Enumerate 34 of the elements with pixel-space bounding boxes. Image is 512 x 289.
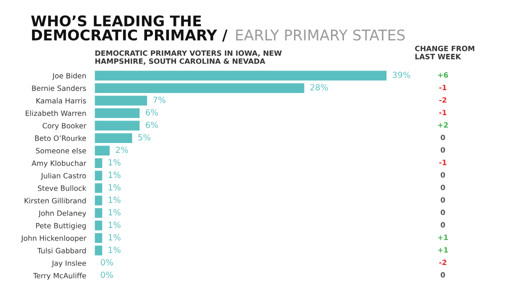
data-label: 5% bbox=[138, 134, 150, 140]
data-label: 0% bbox=[100, 259, 114, 266]
bar bbox=[94, 158, 102, 168]
bar bbox=[94, 208, 102, 218]
bar bbox=[94, 220, 102, 230]
data-label: 1% bbox=[108, 196, 121, 203]
chart-subtitle: EARLY PRIMARY STATES bbox=[236, 29, 405, 41]
data-label: 39% bbox=[392, 72, 410, 78]
bar bbox=[94, 233, 102, 243]
data-label: 1% bbox=[108, 209, 121, 216]
data-label: 1% bbox=[108, 234, 121, 240]
data-label: 1% bbox=[108, 246, 121, 253]
data-label: 1% bbox=[108, 222, 121, 228]
bar bbox=[94, 108, 140, 118]
bar bbox=[94, 96, 148, 106]
bar bbox=[94, 83, 304, 93]
data-label: 28% bbox=[310, 84, 328, 91]
bar bbox=[94, 70, 387, 80]
chart-title: WHO’S LEADING THE DEMOCRATIC PRIMARY / bbox=[31, 15, 228, 42]
bar bbox=[94, 246, 102, 256]
data-label: 1% bbox=[108, 184, 121, 190]
bar bbox=[94, 196, 102, 206]
bar bbox=[94, 133, 132, 143]
data-label: 7% bbox=[153, 96, 166, 104]
data-label: 1% bbox=[108, 172, 121, 178]
data-label: 2% bbox=[116, 146, 128, 153]
data-label: 1% bbox=[108, 159, 121, 166]
bar bbox=[94, 170, 102, 180]
bar bbox=[94, 183, 102, 193]
data-label: 6% bbox=[146, 122, 158, 128]
data-label: 6% bbox=[146, 109, 158, 116]
bar bbox=[94, 120, 140, 130]
bar bbox=[94, 146, 110, 156]
data-label: 0% bbox=[100, 272, 114, 278]
